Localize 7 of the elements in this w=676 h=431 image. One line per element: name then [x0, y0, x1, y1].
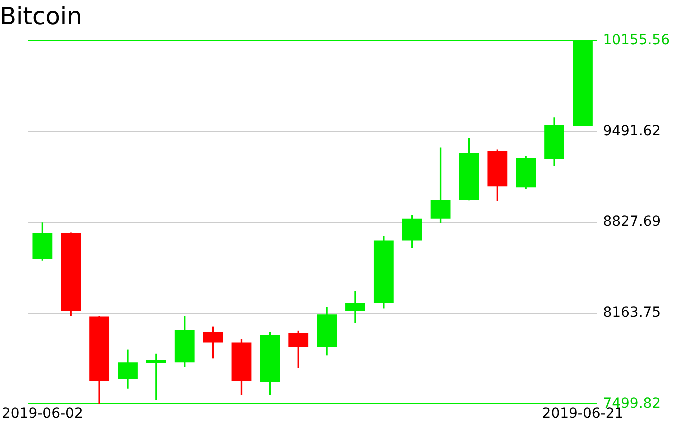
x-tick-label: 2019-06-02: [2, 406, 84, 422]
y-tick-label: 8827.69: [603, 214, 662, 230]
chart-title: Bitcoin: [0, 2, 82, 31]
y-tick-label: 8163.75: [603, 304, 662, 321]
candlestick: [146, 354, 166, 400]
y-tick-label: 9491.62: [603, 123, 662, 140]
y-tick-label: 10155.56: [603, 32, 670, 48]
